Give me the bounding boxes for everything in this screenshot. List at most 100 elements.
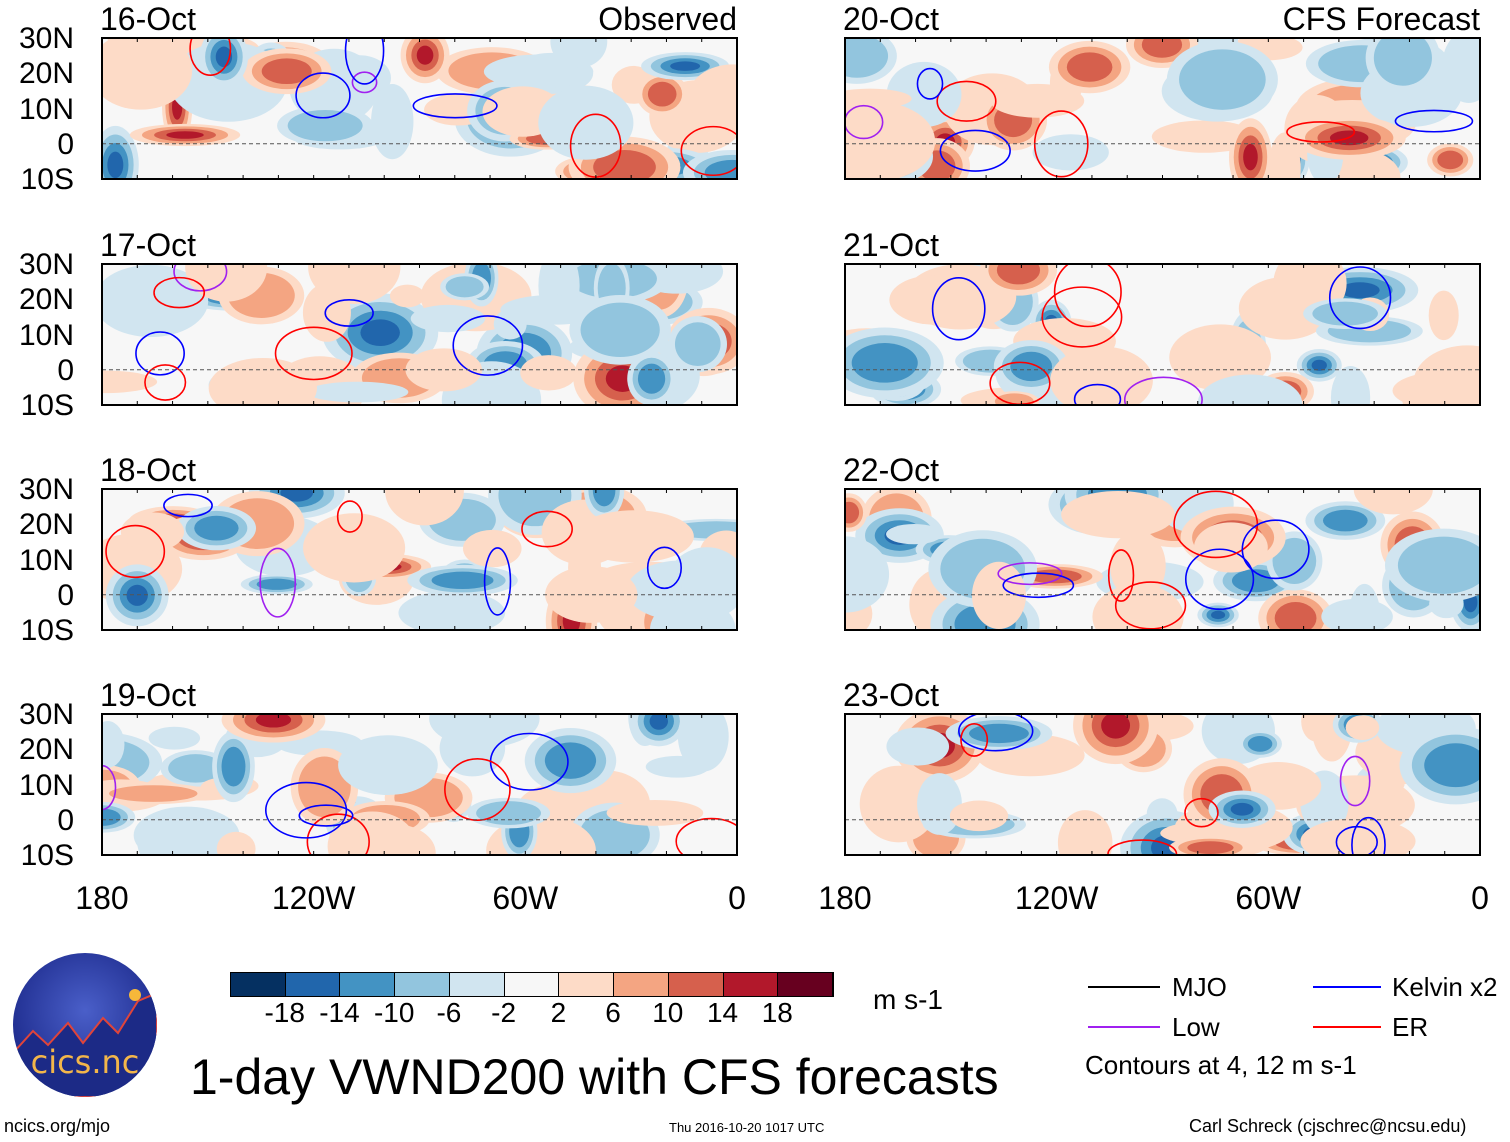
panel-date-title: 22-Oct [843,452,940,488]
field-contour-fill [1373,38,1432,86]
colorbar-level-label: -2 [491,997,517,1028]
field-contour-fill [445,276,484,298]
field-contour-fill [1066,52,1113,82]
field-contour-fill [1101,714,1131,739]
wave-contour [931,276,986,341]
field-contour-fill [674,322,721,366]
colorbar-swatch [285,973,341,996]
field-contour-fill [1247,736,1273,752]
wind-field [102,714,737,855]
colorbar-swatch [504,973,560,996]
field-contour-fill [1193,522,1268,573]
field-contour-fill [1272,537,1317,584]
field-contour-fill [1243,143,1258,171]
panel-source-label: CFS Forecast [1282,1,1480,37]
field-contour-fill [126,584,148,606]
field-contour-fill [606,799,704,826]
y-tick-label: 20N [18,508,74,542]
wave-contour [1339,755,1371,807]
field-contour-fill [1392,370,1480,405]
y-tick-label: 10S [20,839,74,872]
field-contour-fill [917,773,962,835]
field-contour-fill [371,83,414,160]
map-panel [844,713,1481,856]
field-contour-fill [886,524,943,545]
field-contour-fill [287,109,363,142]
wave-contour [1241,519,1310,580]
field-contour-fill [303,513,406,583]
wind-field [845,489,1480,630]
wave-contour [336,500,363,533]
wave-contour [1053,264,1122,328]
wind-field [845,714,1480,855]
y-tick-label: 10S [20,614,74,647]
wave-contour [1107,549,1135,602]
field-contour-fill [410,304,486,333]
contour-note: Contours at 4, 12 m s-1 [1085,1050,1357,1080]
wave-contour [1184,548,1255,611]
wave-contour [1184,797,1219,828]
map-panel [101,37,738,180]
wave-contour [1041,286,1123,348]
legend-low-label: Low [1172,1012,1220,1042]
colorbar-swatch [668,973,724,996]
field-contour-fill [580,302,660,358]
wave-contour [1114,581,1187,630]
field-contour-fill [109,785,198,802]
wave-contour [173,264,228,292]
wave-contour [452,315,524,376]
wave-contour [646,546,682,590]
legend-low-line [1088,1026,1160,1028]
y-tick-label: 20N [18,57,74,91]
field-contour-fill [216,831,256,855]
legend-mjo-label: MJO [1172,972,1227,1002]
wave-contour [1123,376,1203,405]
field-contour-fill [845,536,890,613]
x-tick-label: 120W [271,880,356,916]
x-tick-label: 60W [1235,880,1302,916]
field-contour-fill [185,264,268,302]
wave-contour [1073,383,1122,405]
wave-contour [1002,572,1075,599]
x-tick-label: 180 [75,880,129,916]
colorbar-level-label: 2 [550,997,567,1028]
field-contour-fill [859,765,938,843]
field-contour-fill [1187,841,1234,855]
colorbar-swatch [449,973,505,996]
field-contour-fill [102,38,193,110]
y-tick-label: 10N [18,92,74,126]
field-contour-fill [1353,489,1433,515]
map-panel [844,488,1481,631]
field-contour-fill [845,101,936,179]
wind-field [102,264,737,405]
colorbar-swatch [231,973,286,996]
wave-contour [264,781,348,839]
map-panel [101,713,738,856]
footer-url[interactable]: ncics.org/mjo [4,1116,111,1136]
field-contour-fill [845,501,860,524]
field-contour-fill [1230,802,1254,816]
field-contour-fill [592,489,616,507]
field-contour-fill [255,714,292,728]
field-contour-fill [102,264,209,338]
field-contour-fill [302,283,351,342]
field-contour-fill [398,590,506,630]
figure-title: 1-day VWND200 with CFS forecasts [190,1049,999,1105]
y-tick-label: 30N [18,22,74,55]
field-contour-fill [261,58,312,85]
field-contour-fill [1322,509,1368,532]
field-contour-fill [670,61,701,71]
y-tick-label: 0 [57,353,74,387]
field-contour-fill [298,756,351,818]
field-contour-fill [1437,150,1464,170]
field-contour-fill [306,381,409,403]
wave-contour [344,38,385,85]
x-tick-label: 0 [1471,880,1489,916]
field-contour-fill [1032,134,1109,171]
field-contour-fill [221,746,246,787]
wave-contour [939,129,1011,172]
wave-contour [680,125,737,177]
colorbar-level-label: 18 [761,997,793,1028]
field-contour-fill [338,735,438,795]
field-contour-fill [416,45,434,65]
